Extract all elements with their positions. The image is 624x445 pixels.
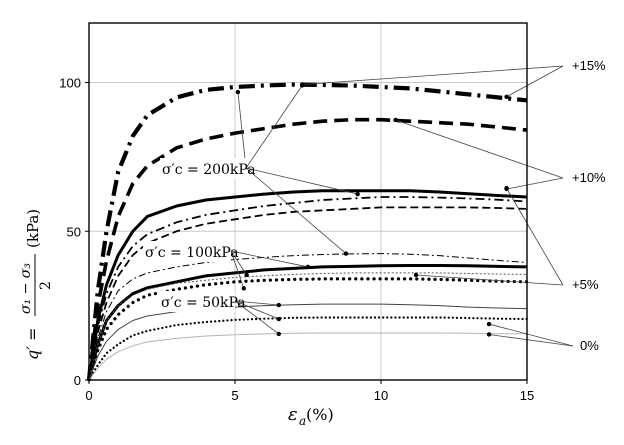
callout-lines xyxy=(230,65,574,347)
plot-frame xyxy=(88,22,528,381)
x-tick-label-15: 15 xyxy=(520,388,534,403)
label-pointer-1-0 xyxy=(230,250,309,268)
callout-line-2-1 xyxy=(416,274,564,286)
series-line-50kpa-9 xyxy=(88,303,528,381)
callout-line-2-0 xyxy=(506,187,564,286)
x-axis-unit: (%) xyxy=(306,405,334,424)
callout-point-2-1 xyxy=(413,272,419,278)
label-pointer-point-0-0 xyxy=(235,89,241,95)
label-pointer-point-2-0 xyxy=(276,302,281,308)
group-label-plus10: +10% xyxy=(572,170,606,185)
x-tick-label-10: 10 xyxy=(374,388,388,403)
x-tick-label-5: 5 xyxy=(231,388,238,403)
label-pointer-1-2 xyxy=(230,250,245,289)
label-pointer-2-2 xyxy=(234,300,280,335)
group-label-plus5: +5% xyxy=(572,277,599,292)
series-line-200kpa-1 xyxy=(87,117,528,381)
callout-line-3-1 xyxy=(488,334,574,347)
callout-line-3-0 xyxy=(488,323,574,347)
y-axis-denominator: 2 xyxy=(38,281,54,290)
x-axis-symbol: ε xyxy=(288,404,298,425)
series-group xyxy=(86,82,529,382)
series-line-50kpa-11 xyxy=(88,332,528,381)
y-tick-label-50: 50 xyxy=(67,224,81,239)
label-pointer-1-1 xyxy=(230,250,248,276)
callout-line-1-1 xyxy=(506,177,564,190)
y-axis-unit: (kPa) xyxy=(24,209,42,248)
callout-point-3-1 xyxy=(486,332,492,337)
label-pointer-point-0-2 xyxy=(355,191,360,197)
stress-label-100: σ′c = 100kPa xyxy=(145,245,239,261)
x-tick-label-0: 0 xyxy=(85,388,92,403)
label-pointer-point-1-2 xyxy=(241,286,246,291)
series-line-100kpa-7 xyxy=(88,272,528,381)
callout-point-1-0 xyxy=(393,117,398,123)
label-pointer-point-2-2 xyxy=(276,331,281,337)
stress-label-200-bg xyxy=(160,158,246,179)
y-axis-label: q′ = σ₁ − σ₃ 2 (kPa) xyxy=(18,209,54,360)
y-axis-lhs: q′ = xyxy=(23,328,42,360)
label-pointer-0-1 xyxy=(245,85,303,169)
label-pointer-0-0 xyxy=(237,91,247,169)
group-label-plus15: +15% xyxy=(572,58,606,73)
label-pointer-point-2-1 xyxy=(276,316,281,322)
label-pointer-point-0-1 xyxy=(299,83,305,88)
label-pointer-point-0-3 xyxy=(343,251,349,256)
callout-line-0-0 xyxy=(302,65,564,85)
stress-label-50-bg xyxy=(159,291,235,312)
series-line-200kpa-2 xyxy=(87,189,528,381)
series-line-200kpa-0 xyxy=(86,82,528,381)
stress-label-100-bg xyxy=(143,241,231,262)
callout-point-3-0 xyxy=(486,321,492,327)
series-line-50kpa-10 xyxy=(87,316,529,382)
plot-border xyxy=(88,22,528,381)
label-pointer-2-1 xyxy=(234,300,279,320)
callout-line-1-0 xyxy=(395,119,564,179)
group-label-zero: 0% xyxy=(580,338,599,353)
stress-label-50: σ′c = 50kPa xyxy=(161,295,246,311)
stress-label-200: σ′c = 200kPa xyxy=(162,162,256,178)
y-tick-label-0: 0 xyxy=(74,373,81,388)
callout-point-2-0 xyxy=(504,185,509,191)
label-pointer-0-2 xyxy=(245,167,358,195)
label-pointer-point-1-0 xyxy=(305,264,311,270)
label-pointer-point-1-1 xyxy=(244,272,249,278)
series-line-100kpa-5 xyxy=(88,253,528,381)
y-tick-label-100: 100 xyxy=(59,76,81,91)
series-line-200kpa-4 xyxy=(88,206,528,381)
series-line-200kpa-3 xyxy=(88,196,528,381)
label-pointer-2-0 xyxy=(234,300,279,306)
callout-point-0-1 xyxy=(504,94,509,99)
callout-line-0-1 xyxy=(506,65,564,98)
series-line-100kpa-8 xyxy=(87,277,529,382)
x-axis-subscript: a xyxy=(299,414,306,428)
y-axis-numerator: σ₁ − σ₃ xyxy=(18,263,34,314)
series-line-100kpa-6 xyxy=(87,264,528,381)
label-pointer-0-3 xyxy=(245,167,347,254)
tick-labels: 0 5 10 15 0 50 100 xyxy=(59,76,534,404)
x-axis-label: ε a (%) xyxy=(288,404,334,428)
